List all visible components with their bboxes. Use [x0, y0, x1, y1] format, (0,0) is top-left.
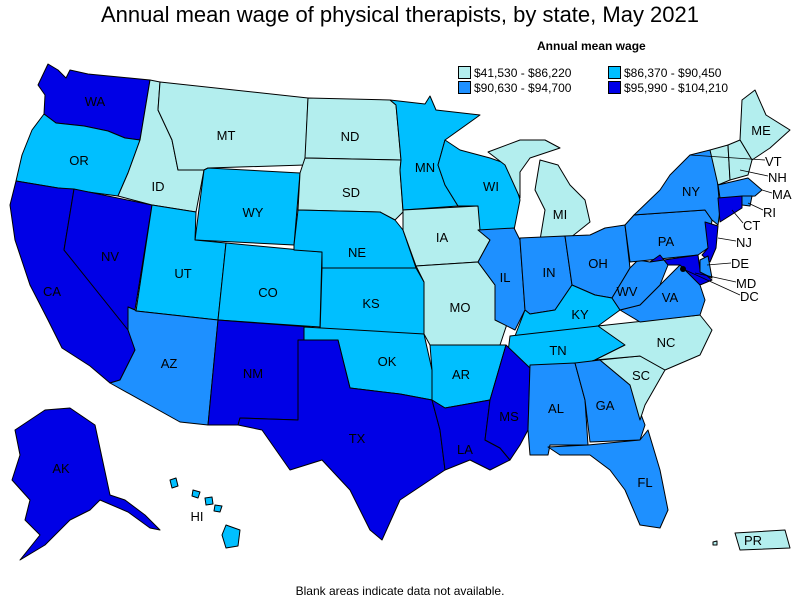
- label-nc: NC: [657, 335, 676, 350]
- label-ak: AK: [52, 461, 70, 476]
- state-mi-lower[interactable]: [534, 159, 591, 241]
- label-tx: TX: [349, 431, 366, 446]
- legend-label-2: $86,370 - $90,450: [624, 66, 722, 80]
- label-vt: VT: [765, 154, 782, 169]
- map-title: Annual mean wage of physical therapists,…: [100, 2, 699, 27]
- legend-label-3: $90,630 - $94,700: [474, 81, 572, 95]
- label-me: ME: [751, 123, 771, 138]
- leader-vt: [689, 154, 766, 161]
- label-sc: SC: [632, 368, 650, 383]
- label-sd: SD: [342, 185, 360, 200]
- label-de: DE: [731, 256, 749, 271]
- label-wi: WI: [483, 179, 499, 194]
- label-ca: CA: [43, 284, 61, 299]
- label-va: VA: [662, 290, 679, 305]
- state-mi[interactable]: [487, 139, 561, 199]
- legend-item-2: $86,370 - $90,450: [608, 66, 721, 80]
- label-id: ID: [152, 179, 165, 194]
- legend-swatch-4: [608, 81, 621, 94]
- label-nm: NM: [243, 366, 263, 381]
- label-ky: KY: [571, 307, 589, 322]
- label-tn: TN: [549, 343, 566, 358]
- label-mn: MN: [415, 160, 435, 175]
- state-il[interactable]: [477, 227, 526, 331]
- label-fl: FL: [637, 475, 652, 490]
- label-ut: UT: [174, 266, 191, 281]
- label-or: OR: [69, 153, 89, 168]
- legend-swatch-2: [608, 66, 621, 79]
- footnote: Blank areas indicate data not available.: [295, 584, 505, 598]
- label-az: AZ: [161, 356, 178, 371]
- state-nc[interactable]: [594, 314, 713, 371]
- legend-swatch-3: [458, 81, 471, 94]
- label-ok: OK: [378, 354, 397, 369]
- label-wy: WY: [243, 205, 264, 220]
- label-ma: MA: [772, 187, 792, 202]
- label-ri: RI: [763, 205, 776, 220]
- leader-md: [694, 272, 737, 283]
- label-ct: CT: [743, 218, 760, 233]
- legend-title: Annual mean wage: [537, 39, 646, 53]
- leader-nj: [717, 237, 737, 242]
- state-hi[interactable]: [169, 477, 241, 549]
- leader-ma: [761, 189, 773, 194]
- leader-nh: [739, 169, 769, 177]
- label-ga: GA: [596, 398, 615, 413]
- label-co: CO: [258, 285, 278, 300]
- leader-dc: [682, 268, 741, 296]
- label-al: AL: [548, 401, 564, 416]
- label-nj: NJ: [736, 235, 752, 250]
- state-ma[interactable]: [717, 177, 763, 199]
- label-ny: NY: [682, 184, 700, 199]
- legend-item-1: $41,530 - $86,220: [458, 66, 571, 80]
- label-wv: WV: [617, 284, 638, 299]
- label-ar: AR: [452, 367, 470, 382]
- state-nj[interactable]: [701, 221, 719, 263]
- leader-ri: [747, 202, 764, 211]
- label-in: IN: [543, 265, 556, 280]
- label-wa: WA: [85, 94, 106, 109]
- label-pa: PA: [658, 234, 675, 249]
- state-md[interactable]: [649, 254, 713, 286]
- legend-label-4: $95,990 - $104,210: [624, 81, 729, 95]
- state-nh[interactable]: [727, 139, 753, 181]
- legend-item-4: $95,990 - $104,210: [608, 81, 728, 95]
- pr-island-small: [712, 540, 718, 546]
- legend-swatch-1: [458, 66, 471, 79]
- label-ia: IA: [436, 230, 449, 245]
- label-nd: ND: [341, 129, 360, 144]
- legend-item-3: $90,630 - $94,700: [458, 81, 571, 95]
- label-la: LA: [457, 442, 473, 457]
- label-mi: MI: [553, 207, 567, 222]
- state-tx[interactable]: [237, 339, 446, 541]
- label-ne: NE: [348, 245, 366, 260]
- label-nh: NH: [768, 170, 787, 185]
- label-mo: MO: [450, 300, 471, 315]
- leader-de: [706, 262, 732, 266]
- label-ms: MS: [499, 409, 519, 424]
- leader-ct: [731, 209, 744, 224]
- label-hi: HI: [191, 509, 204, 524]
- state-pr[interactable]: [734, 529, 791, 551]
- label-nv: NV: [101, 249, 119, 264]
- legend-label-1: $41,530 - $86,220: [474, 66, 572, 80]
- state-wy[interactable]: [194, 167, 301, 246]
- state-mt[interactable]: [157, 81, 309, 171]
- label-il: IL: [500, 270, 511, 285]
- state-fl[interactable]: [547, 429, 669, 529]
- label-mt: MT: [217, 128, 236, 143]
- label-dc: DC: [740, 289, 759, 304]
- label-pr: PR: [744, 533, 762, 548]
- state-de[interactable]: [699, 255, 713, 279]
- label-md: MD: [736, 276, 756, 291]
- state-ak[interactable]: [11, 407, 161, 561]
- label-oh: OH: [588, 256, 608, 271]
- state-ct[interactable]: [717, 195, 743, 223]
- label-ks: KS: [362, 296, 380, 311]
